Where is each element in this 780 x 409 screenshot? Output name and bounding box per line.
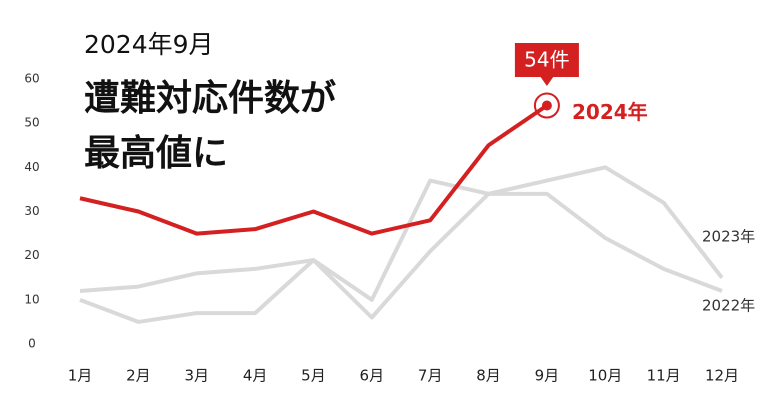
x-tick-label: 2月 bbox=[126, 367, 151, 385]
x-tick-label: 8月 bbox=[476, 367, 501, 385]
x-tick-label: 11月 bbox=[647, 367, 681, 385]
x-tick-label: 9月 bbox=[535, 367, 560, 385]
chart-title: 遭難対応件数が bbox=[84, 78, 336, 119]
y-tick-label: 30 bbox=[24, 204, 39, 218]
x-tick-label: 1月 bbox=[68, 367, 93, 385]
x-tick-label: 6月 bbox=[360, 367, 385, 385]
series-line bbox=[79, 103, 549, 236]
y-tick-label: 60 bbox=[24, 72, 39, 86]
x-tick-label: 4月 bbox=[243, 367, 268, 385]
y-tick-label: 50 bbox=[24, 116, 39, 130]
data-label: 54件 bbox=[524, 48, 569, 72]
y-tick-label: 20 bbox=[24, 248, 39, 262]
x-tick-label: 5月 bbox=[301, 367, 326, 385]
x-tick-label: 7月 bbox=[418, 367, 443, 385]
series-label: 2023年 bbox=[702, 227, 755, 245]
x-tick-label: 3月 bbox=[184, 367, 209, 385]
x-tick-label: 10月 bbox=[588, 367, 622, 385]
y-tick-label: 40 bbox=[24, 160, 39, 174]
point bbox=[541, 100, 552, 111]
x-tick-label: 12月 bbox=[705, 367, 739, 385]
highlight-ring bbox=[533, 92, 560, 119]
series-line bbox=[79, 165, 724, 324]
y-tick-label: 10 bbox=[24, 292, 39, 306]
callout-pointer bbox=[539, 76, 554, 86]
chart-title: 最高値に bbox=[84, 133, 228, 174]
series-label: 2022年 bbox=[702, 297, 755, 315]
series-label: 2024年 bbox=[572, 100, 648, 124]
callout-box bbox=[514, 43, 579, 77]
chart-subtitle: 2024年9月 bbox=[84, 30, 214, 59]
series-line bbox=[79, 178, 723, 302]
y-tick-label: 0 bbox=[28, 337, 36, 351]
